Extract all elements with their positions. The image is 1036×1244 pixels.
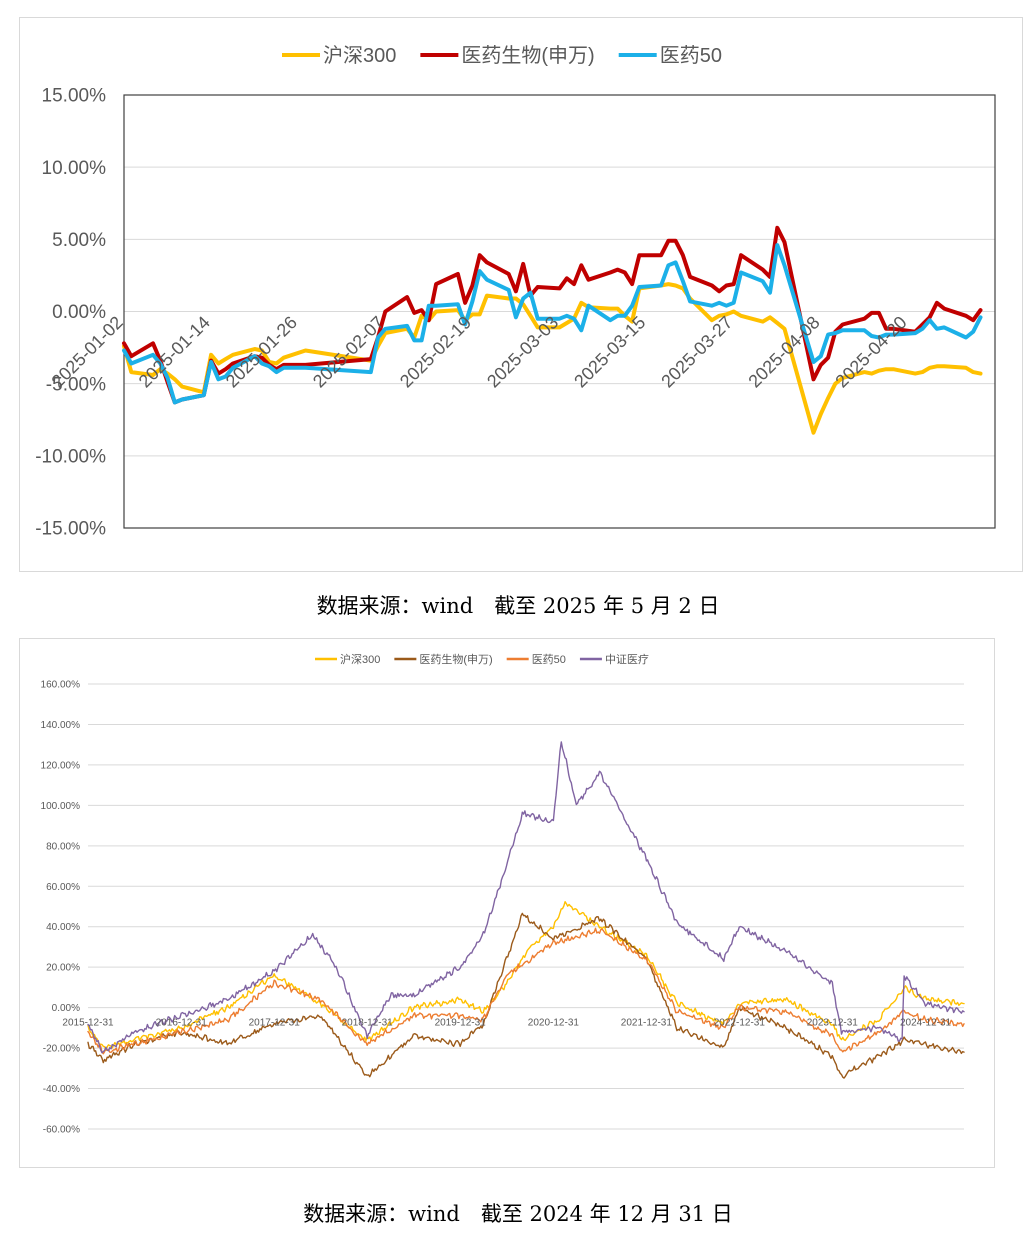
plot-area: 15.00% 10.00% 5.00% 0.00% -5.00% -10.00% -15.0… bbox=[35, 86, 996, 540]
legend-label: 沪深300 bbox=[340, 652, 380, 666]
source-caption-top: 数据来源：wind 截至 2025 年 5 月 2 日 bbox=[316, 594, 720, 618]
y-tick-label: -15.00% bbox=[35, 519, 106, 540]
x-tick-label: 2025-03-27 bbox=[657, 312, 736, 391]
y-tick-label: 20.00% bbox=[46, 963, 80, 974]
y-tick-label: -5.00% bbox=[46, 374, 106, 395]
y-tick-label: 100.00% bbox=[41, 801, 81, 812]
series-line bbox=[87, 912, 965, 1079]
plot-area: 160.00% 140.00% 120.00% 100.00% 80.00% 60.00%… bbox=[41, 680, 965, 1136]
y-tick-label: -10.00% bbox=[35, 446, 106, 467]
series-line bbox=[87, 927, 965, 1055]
x-tick-label: 2017-12-31 bbox=[249, 1018, 301, 1029]
x-tick-label: 2019-12-31 bbox=[435, 1018, 487, 1029]
legend: 沪深300 医药生物(申万) 医药50 中证医疗 bbox=[315, 652, 649, 666]
legend-label: 医药50 bbox=[660, 44, 722, 67]
legend-label: 医药生物(申万) bbox=[419, 652, 492, 666]
chart-panel-bottom: 160.00% 140.00% 120.00% 100.00% 80.00% 60.00%… bbox=[19, 638, 995, 1168]
x-tick-label: 2023-12-31 bbox=[807, 1018, 859, 1029]
x-tick-label: 2022-12-31 bbox=[714, 1018, 766, 1029]
x-tick-label: 2025-01-26 bbox=[222, 312, 301, 391]
x-tick-label: 2015-12-31 bbox=[62, 1018, 114, 1029]
y-tick-label: 10.00% bbox=[42, 158, 107, 179]
chart-bottom: 160.00% 140.00% 120.00% 100.00% 80.00% 60.00%… bbox=[41, 652, 965, 1136]
y-tick-label: -60.00% bbox=[43, 1125, 80, 1136]
x-tick-label: 2024-12-31 bbox=[900, 1018, 952, 1029]
chart-panel-top: 15.00% 10.00% 5.00% 0.00% -5.00% -10.00% -15.0… bbox=[19, 17, 1023, 572]
legend-label: 中证医疗 bbox=[605, 652, 649, 666]
plot-frame bbox=[123, 94, 996, 529]
y-tick-label: 0.00% bbox=[52, 1003, 80, 1014]
x-tick-label: 2021-12-31 bbox=[621, 1018, 673, 1029]
source-caption-bottom: 数据来源：wind 截至 2024 年 12 月 31 日 bbox=[303, 1202, 733, 1226]
x-tick-label: 2025-03-03 bbox=[483, 312, 562, 391]
series-line bbox=[122, 225, 983, 405]
series-line bbox=[122, 282, 983, 435]
legend: 沪深300 医药生物(申万) 医药50 bbox=[282, 44, 722, 67]
x-tick-label: 2018-12-31 bbox=[342, 1018, 394, 1029]
y-tick-label: 0.00% bbox=[52, 302, 106, 323]
y-tick-label: 5.00% bbox=[52, 230, 106, 251]
y-tick-label: 140.00% bbox=[41, 720, 81, 731]
series-line bbox=[87, 741, 965, 1054]
series-line bbox=[87, 901, 965, 1052]
y-tick-label: 160.00% bbox=[41, 680, 81, 691]
y-tick-label: 120.00% bbox=[41, 760, 81, 771]
y-tick-label: 40.00% bbox=[46, 922, 80, 933]
legend-label: 医药50 bbox=[532, 653, 566, 666]
x-tick-label: 2016-12-31 bbox=[156, 1018, 208, 1029]
x-tick-label: 2020-12-31 bbox=[528, 1018, 580, 1029]
series-line bbox=[122, 243, 983, 405]
y-tick-label: 80.00% bbox=[46, 841, 80, 852]
y-tick-label: -40.00% bbox=[43, 1084, 80, 1095]
y-tick-label: 60.00% bbox=[46, 882, 80, 893]
chart-top: 15.00% 10.00% 5.00% 0.00% -5.00% -10.00% -15.0… bbox=[35, 44, 996, 540]
legend-label: 医药生物(申万) bbox=[461, 44, 594, 67]
y-tick-label: 15.00% bbox=[42, 86, 107, 107]
legend-label: 沪深300 bbox=[323, 44, 396, 67]
y-tick-label: -20.00% bbox=[43, 1044, 80, 1055]
